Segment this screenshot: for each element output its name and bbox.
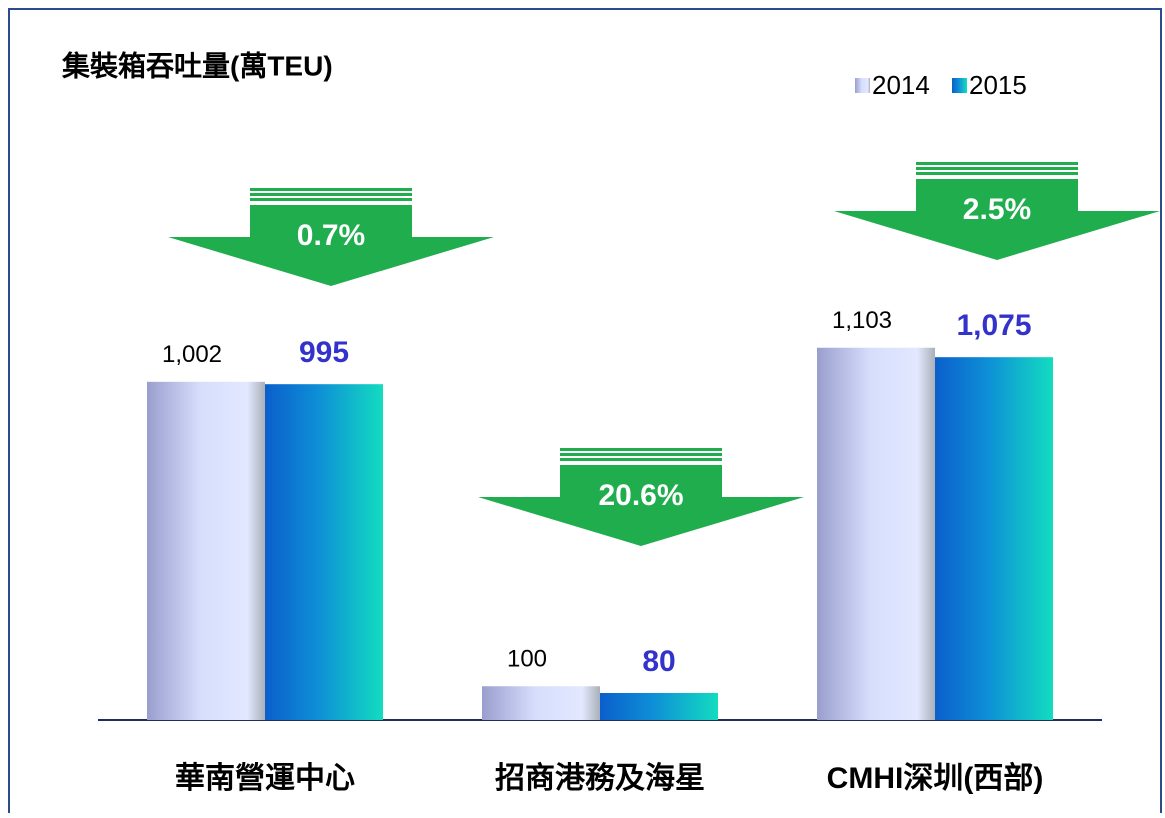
annotation: 20.6% bbox=[598, 479, 683, 512]
arrow-stripe bbox=[916, 162, 1078, 165]
chart-title: 集裝箱吞吐量(萬TEU) bbox=[61, 49, 333, 81]
legend-label: 2014 bbox=[872, 70, 930, 100]
arrow-body bbox=[560, 465, 722, 498]
arrow-stripe bbox=[916, 167, 1078, 170]
arrow-stripe bbox=[250, 188, 412, 191]
value-label: 1,075 bbox=[956, 309, 1031, 342]
value-label: 80 bbox=[642, 645, 675, 678]
bar bbox=[147, 381, 265, 720]
x-tick-label: 招商港務及海星 bbox=[495, 761, 705, 795]
legend-label: 2015 bbox=[969, 70, 1027, 100]
frame bbox=[8, 8, 1162, 818]
bar bbox=[600, 693, 718, 720]
arrow-stripe bbox=[916, 172, 1078, 175]
bar bbox=[935, 357, 1053, 720]
bar bbox=[817, 347, 935, 720]
arrow-stripe bbox=[560, 448, 722, 451]
bar bbox=[482, 686, 600, 720]
annotation: 0.7% bbox=[297, 219, 365, 252]
arrow-stripe bbox=[560, 458, 722, 461]
legend-swatch bbox=[952, 78, 967, 93]
arrow-stripe bbox=[250, 198, 412, 201]
legend-swatch bbox=[855, 78, 870, 93]
value-label: 1,002 bbox=[162, 341, 222, 368]
arrow-body bbox=[250, 205, 412, 238]
value-label: 995 bbox=[299, 336, 349, 369]
arrow-stripe bbox=[560, 453, 722, 456]
bar bbox=[265, 384, 383, 720]
arrow-head bbox=[168, 237, 494, 286]
arrow-stripe bbox=[250, 193, 412, 196]
annotation: 2.5% bbox=[963, 193, 1031, 226]
value-label: 1,103 bbox=[832, 307, 892, 334]
x-tick-label: CMHI深圳(西部) bbox=[827, 761, 1044, 795]
arrow-head bbox=[478, 497, 804, 546]
x-tick-label: 華南營運中心 bbox=[175, 762, 355, 795]
arrow-head bbox=[834, 211, 1160, 260]
arrow-body bbox=[916, 179, 1078, 212]
value-label: 100 bbox=[507, 646, 547, 673]
